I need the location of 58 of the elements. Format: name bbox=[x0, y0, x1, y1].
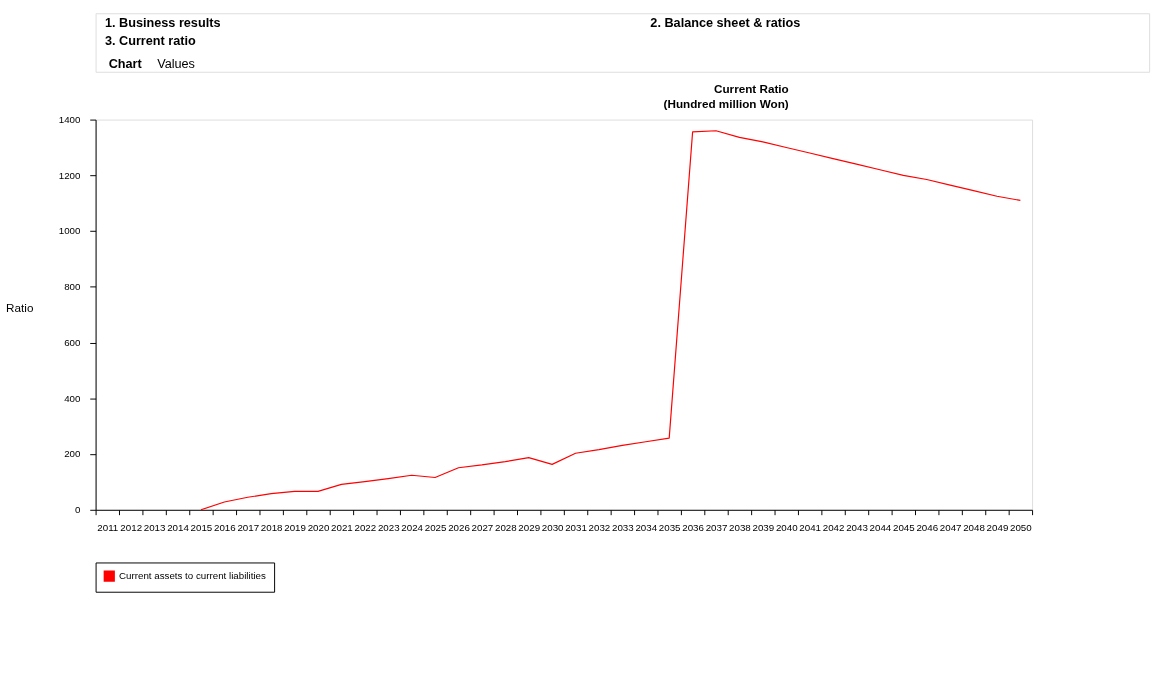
y-tick-label: 1400 bbox=[58, 114, 82, 126]
x-tick-label: 2022 bbox=[354, 521, 377, 533]
x-tick-label: 2028 bbox=[494, 521, 517, 533]
x-tick-label: 2048 bbox=[963, 521, 985, 533]
x-tick-label: 2046 bbox=[916, 521, 939, 533]
x-tick-label: 2032 bbox=[588, 521, 611, 533]
y-axis-title: Ratio bbox=[6, 301, 34, 315]
x-tick-label: 2018 bbox=[260, 521, 283, 533]
y-tick-label: 800 bbox=[64, 281, 82, 293]
x-tick-label: 2026 bbox=[448, 521, 470, 533]
x-tick-label: 2043 bbox=[846, 521, 868, 533]
x-tick-label: 2042 bbox=[822, 521, 845, 533]
x-tick-label: 2038 bbox=[729, 521, 751, 533]
x-tick-label: 2014 bbox=[167, 521, 190, 533]
y-tick-label: 200 bbox=[64, 448, 82, 460]
text: 1. Business results bbox=[104, 16, 221, 31]
text: Chart bbox=[108, 57, 143, 72]
x-tick-label: 2011 bbox=[97, 521, 119, 533]
y-tick-label: 600 bbox=[64, 336, 82, 348]
x-tick-label: 2019 bbox=[284, 521, 306, 533]
x-tick-label: 2031 bbox=[565, 521, 587, 533]
x-tick-label: 2040 bbox=[775, 521, 799, 533]
x-tick-label: 2016 bbox=[214, 521, 236, 533]
x-tick-label: 2039 bbox=[752, 521, 775, 533]
x-tick-label: 2047 bbox=[939, 521, 962, 533]
y-tick-label: 1000 bbox=[58, 225, 82, 237]
y-tick-label: 1200 bbox=[58, 169, 82, 181]
x-tick-label: 2015 bbox=[190, 521, 213, 533]
x-tick-label: 2030 bbox=[541, 521, 565, 533]
x-tick-label: 2029 bbox=[518, 521, 541, 533]
y-tick-label: 0 bbox=[75, 504, 82, 516]
x-tick-label: 2050 bbox=[1010, 521, 1033, 533]
legend-label: Current assets to current liabilities bbox=[119, 570, 266, 582]
x-tick-label: 2041 bbox=[799, 521, 822, 533]
chart-title: Current Ratio bbox=[714, 82, 789, 96]
y-tick-label: 400 bbox=[64, 392, 82, 404]
x-tick-label: 2033 bbox=[612, 521, 634, 533]
x-tick-label: 2021 bbox=[331, 521, 353, 533]
x-tick-label: 2036 bbox=[682, 521, 704, 533]
x-tick-label: 2044 bbox=[869, 521, 892, 533]
x-tick-label: 2027 bbox=[471, 521, 494, 533]
text: Values bbox=[157, 57, 195, 72]
x-tick-label: 2035 bbox=[658, 521, 682, 533]
x-tick-label: 2020 bbox=[307, 521, 330, 533]
x-tick-label: 2012 bbox=[120, 521, 143, 533]
line-series bbox=[200, 130, 1021, 511]
x-tick-label: 2023 bbox=[377, 521, 400, 533]
x-tick-label: 2024 bbox=[401, 521, 424, 533]
chart-subtitle: (Hundred million Won) bbox=[663, 96, 789, 110]
text: 3. Current ratio bbox=[104, 33, 197, 48]
x-tick-label: 2017 bbox=[237, 521, 260, 533]
text: 2. Balance sheet & ratios bbox=[650, 16, 801, 31]
x-tick-label: 2045 bbox=[892, 521, 916, 533]
x-tick-label: 2013 bbox=[143, 521, 166, 533]
x-tick-label: 2025 bbox=[424, 521, 447, 533]
x-tick-label: 2049 bbox=[986, 521, 1009, 533]
x-tick-label: 2034 bbox=[635, 521, 658, 533]
x-tick-label: 2037 bbox=[705, 521, 728, 533]
